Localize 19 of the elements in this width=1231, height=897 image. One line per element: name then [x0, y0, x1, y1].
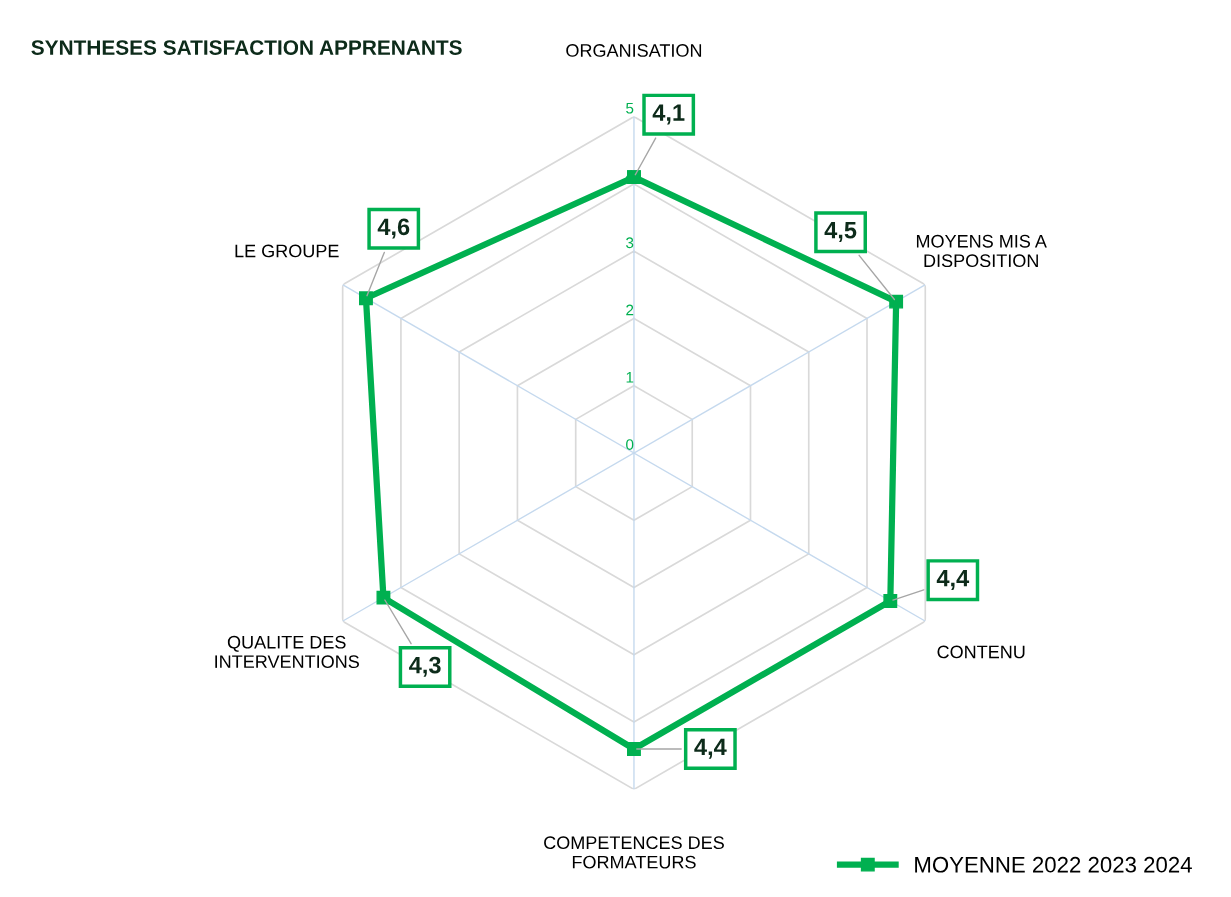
spoke-label: ORGANISATION [566, 44, 702, 57]
data-label: 4,3 [409, 656, 441, 677]
chart-title: SYNTHESES SATISFACTION APPRENANTS [31, 40, 462, 55]
y-tick-label: 5 [626, 102, 634, 114]
spoke-label: LE GROUPE [235, 244, 339, 258]
data-label: 4,1 [652, 104, 685, 125]
y-tick-label: 1 [626, 372, 634, 383]
spoke-label: QUALITE DES INTERVENTIONS [215, 635, 359, 669]
data-label: 4,5 [824, 222, 857, 242]
data-label: 4,4 [694, 738, 727, 759]
data-label: 4,4 [936, 570, 970, 590]
spoke-label: CONTENU [937, 645, 1025, 659]
y-tick-label: 0 [626, 439, 634, 450]
data-label: 4,6 [377, 218, 410, 239]
spoke-label: MOYENS MIS A DISPOSITION [916, 234, 1047, 268]
y-tick-label: 3 [626, 237, 634, 249]
spoke-label: COMPETENCES DES FORMATEURS [544, 836, 724, 869]
legend-label: MOYENNE 2022 2023 2024 [915, 856, 1192, 873]
y-tick-label: 2 [626, 304, 634, 316]
